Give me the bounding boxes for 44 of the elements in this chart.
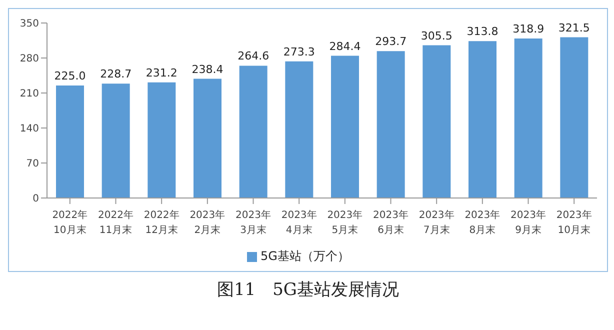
y-tick-label: 280 xyxy=(20,54,39,65)
y-tick-label: 70 xyxy=(26,158,39,170)
y-tick-label: 140 xyxy=(20,124,39,135)
bar xyxy=(102,84,130,198)
x-tick-label: 2022年 11月末 xyxy=(98,209,134,236)
text: 228.7 xyxy=(100,68,132,81)
x-tick-label: 2023年 4月末 xyxy=(281,209,317,236)
bar xyxy=(376,51,405,198)
bar xyxy=(285,61,314,198)
text: 238.4 xyxy=(192,62,224,76)
x-tick-label: 2022年 10月末 xyxy=(52,209,88,236)
text: 318.9 xyxy=(512,22,544,36)
x-tick-label: 2023年 8月末 xyxy=(464,209,500,236)
text: 231.2 xyxy=(146,66,178,80)
text: 225.0 xyxy=(54,70,86,82)
bar xyxy=(468,41,496,198)
x-tick-label: 2023年 10月末 xyxy=(556,209,592,236)
x-tick-label: 2023年 5月末 xyxy=(327,209,363,236)
x-tick-label: 2023年 3月末 xyxy=(236,209,271,236)
text: 264.6 xyxy=(238,50,270,63)
y-tick-label: 350 xyxy=(20,18,39,30)
text: 321.5 xyxy=(558,21,590,34)
bar xyxy=(422,45,451,198)
text: 293.7 xyxy=(375,35,407,48)
bar xyxy=(194,78,222,198)
text: 图11 5G基站发展情况 xyxy=(216,279,400,301)
bar xyxy=(148,82,176,198)
bar xyxy=(56,86,84,198)
x-tick-label: 2023年 9月末 xyxy=(510,209,546,236)
text: 273.3 xyxy=(283,45,315,58)
legend-label: 5G基站（万个） xyxy=(260,249,350,263)
bar xyxy=(560,37,588,198)
text: 284.4 xyxy=(329,40,361,53)
bar xyxy=(239,66,268,198)
x-tick-label: 2023年 6月末 xyxy=(373,209,408,236)
y-tick-label: 0 xyxy=(32,194,39,205)
x-tick-label: 2023年 2月末 xyxy=(190,209,226,236)
x-tick-label: 2023年 7月末 xyxy=(418,209,454,236)
bar xyxy=(514,38,542,198)
bar xyxy=(331,56,359,198)
x-tick-label: 2022年 12月末 xyxy=(144,209,180,236)
y-tick-label: 210 xyxy=(20,88,39,100)
text: 313.8 xyxy=(466,25,498,38)
text: 305.5 xyxy=(420,29,452,42)
